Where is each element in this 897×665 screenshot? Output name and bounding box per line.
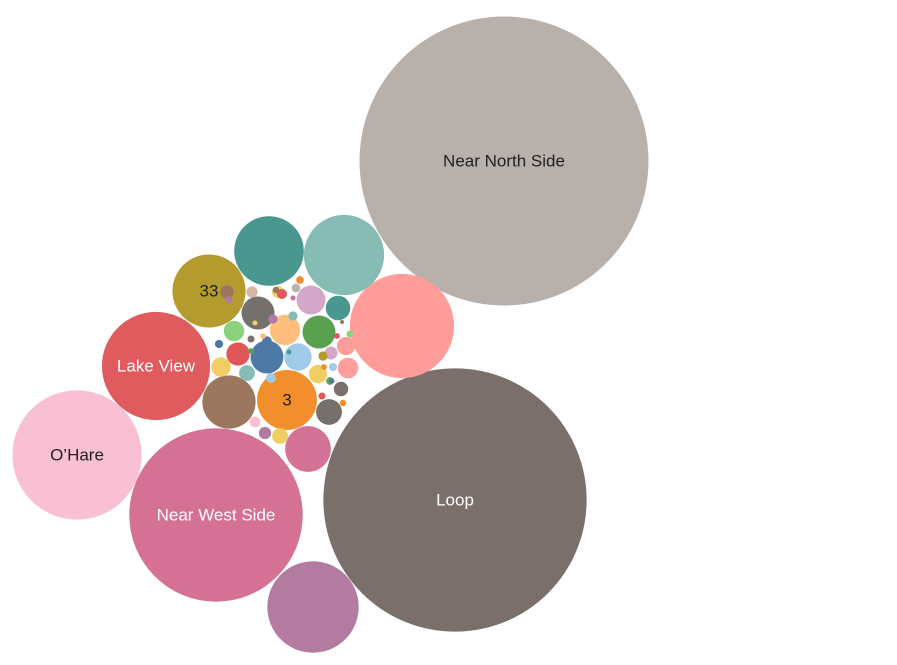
bubble-item-30[interactable] xyxy=(220,285,234,299)
bubble-item-12[interactable] xyxy=(285,426,331,472)
bubble-item-37[interactable] xyxy=(265,372,277,384)
bubble-item-15[interactable] xyxy=(302,315,336,349)
bubble-item-34[interactable] xyxy=(246,286,258,298)
bubble-item-56[interactable] xyxy=(334,333,340,339)
bubble-item-27[interactable] xyxy=(239,365,255,381)
bubble-item-20[interactable] xyxy=(325,295,351,321)
bubble-33[interactable] xyxy=(172,254,246,328)
bubble-item-28[interactable] xyxy=(272,428,288,444)
bubble-item-39[interactable] xyxy=(318,351,328,361)
bubble-o-hare[interactable] xyxy=(12,390,142,520)
bubble-label: Loop xyxy=(436,491,474,510)
bubble-item-17[interactable] xyxy=(296,285,326,315)
bubble-item-44[interactable] xyxy=(328,362,338,372)
bubble-item-61[interactable] xyxy=(339,319,345,325)
bubble-item-43[interactable] xyxy=(214,339,224,349)
bubble-item-29[interactable] xyxy=(333,381,349,397)
bubble-item-24[interactable] xyxy=(211,357,231,377)
bubble-item-8[interactable] xyxy=(234,216,304,286)
bubble-item-58[interactable] xyxy=(329,378,335,384)
bubble-item-54[interactable] xyxy=(321,364,327,370)
bubble-near-north-side[interactable] xyxy=(359,16,649,306)
bubble-item-55[interactable] xyxy=(248,348,254,354)
bubble-item-18[interactable] xyxy=(284,343,312,371)
bubble-item-51[interactable] xyxy=(339,399,347,407)
bubble-item-40[interactable] xyxy=(268,314,278,324)
bubble-item-19[interactable] xyxy=(316,399,342,425)
bubble-item-59[interactable] xyxy=(290,295,296,301)
bubble-item-31[interactable] xyxy=(324,346,338,360)
bubble-item-42[interactable] xyxy=(291,283,301,293)
bubble-item-45[interactable] xyxy=(296,276,304,284)
bubble-item-60[interactable] xyxy=(286,349,292,355)
bubble-item-23[interactable] xyxy=(337,357,359,379)
bubble-item-49[interactable] xyxy=(225,296,233,304)
bubble-label: 3 xyxy=(282,391,291,410)
bubble-item-5[interactable] xyxy=(349,273,455,379)
bubble-item-35[interactable] xyxy=(249,416,261,428)
bubble-item-7[interactable] xyxy=(303,214,385,296)
bubble-item-38[interactable] xyxy=(262,336,272,346)
bubble-item-21[interactable] xyxy=(226,342,250,366)
bubble-item-25[interactable] xyxy=(336,336,356,356)
bubble-label: 33 xyxy=(200,282,219,301)
bubble-item-57[interactable] xyxy=(252,320,258,326)
bubble-near-west-side[interactable] xyxy=(129,428,303,602)
bubble-item-36[interactable] xyxy=(276,288,288,300)
bubble-label: Lake View xyxy=(117,357,196,376)
bubble-item-16[interactable] xyxy=(269,314,301,346)
bubble-item-13[interactable] xyxy=(241,296,275,330)
bubble-item-53[interactable] xyxy=(260,333,266,339)
bubble-lake-view[interactable] xyxy=(101,311,211,421)
bubble-3[interactable] xyxy=(257,370,317,430)
bubble-item-52[interactable] xyxy=(272,286,280,294)
bubble-item-41[interactable] xyxy=(288,311,298,321)
bubble-item-32[interactable] xyxy=(258,426,272,440)
bubble-label: O’Hare xyxy=(50,446,104,465)
bubble-item-47[interactable] xyxy=(318,392,326,400)
bubble-label: Near West Side xyxy=(157,506,276,525)
bubble-item-6[interactable] xyxy=(267,561,359,653)
bubble-item-11[interactable] xyxy=(202,375,256,429)
bubble-loop[interactable] xyxy=(323,368,587,632)
bubble-label: Near North Side xyxy=(443,152,565,171)
bubble-item-48[interactable] xyxy=(346,330,354,338)
bubble-item-14[interactable] xyxy=(250,340,284,374)
bubble-item-50[interactable] xyxy=(247,335,255,343)
bubble-item-22[interactable] xyxy=(223,320,245,342)
